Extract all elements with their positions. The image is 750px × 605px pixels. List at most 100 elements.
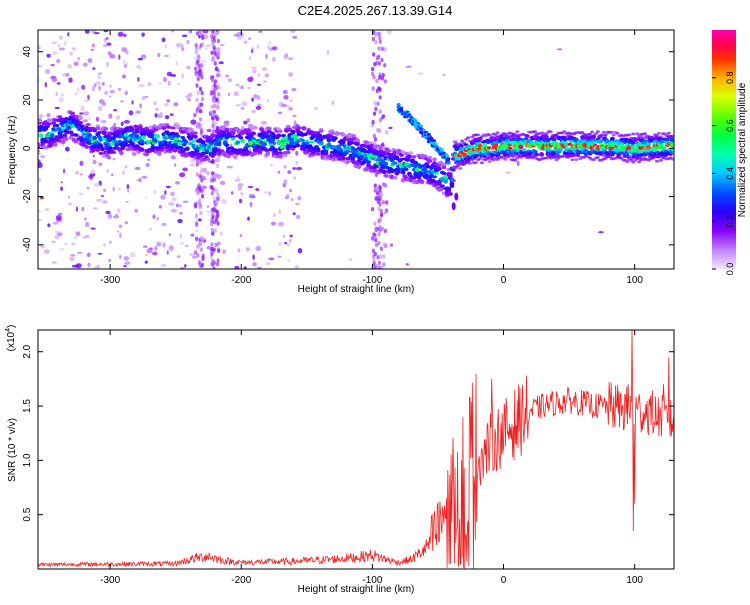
spectrogram-noise-speck <box>51 77 58 83</box>
spectrogram-ridge-cell <box>458 150 464 154</box>
spectrogram-noise-speck <box>85 221 90 228</box>
spectrogram-streak-speck <box>376 101 380 106</box>
spectrogram-noise-speck <box>118 54 121 60</box>
spectrogram-streak-speck <box>382 262 386 267</box>
spectrogram-ridge-cell <box>424 162 430 166</box>
spectrogram-ridge-cell <box>101 130 107 135</box>
spectrogram-band-cell <box>548 130 553 134</box>
spectrogram-noise-speck <box>235 104 241 107</box>
spectrogram-noise-speck <box>288 57 294 60</box>
spectrogram-streak-speck <box>373 221 377 226</box>
spectrogram-noise-speck <box>124 165 128 169</box>
spectrogram-noise-speck <box>189 164 195 167</box>
spectrogram-noise-speck <box>86 186 90 190</box>
spectrogram-noise-speck <box>231 191 234 195</box>
spectrogram-streak-speck <box>194 43 198 48</box>
spectrogram-streak-speck <box>211 120 215 126</box>
spectrogram-x-ticks: -300 -200 -100 0 100 <box>100 30 643 286</box>
spectrogram-ridge-cell <box>204 151 209 155</box>
spectrogram-noise-speck <box>166 71 173 77</box>
snr-panel: -300 -200 -100 0 100 0.5 1.0 1.5 2.0 Height of … <box>5 325 675 595</box>
spectrogram-streak-speck <box>380 212 384 217</box>
spectrogram-noise-speck <box>46 113 51 118</box>
spectrogram-noise-speck <box>38 209 42 213</box>
spectrogram-secondary-cell <box>434 144 439 148</box>
spectrogram-noise-speck <box>283 95 289 100</box>
spectrogram-noise-speck <box>67 32 70 37</box>
spectrogram-noise-speck <box>112 186 115 192</box>
spectrogram-ridge-cell <box>356 164 362 170</box>
spectrogram-ridge-cell <box>57 130 63 136</box>
spectrogram-noise-speck <box>243 120 248 125</box>
spectrogram-noise-speck <box>75 206 78 212</box>
spectrogram-streak-speck <box>209 30 214 33</box>
spectrogram-streak-speck <box>212 34 216 40</box>
spectrogram-noise-speck <box>64 242 68 246</box>
spectrogram-ridge-cell <box>159 146 165 150</box>
spectrogram-noise-speck <box>97 72 103 75</box>
spectrogram-noise-speck <box>141 175 148 179</box>
spectrogram-streak-speck <box>375 264 379 269</box>
spectrogram-ridge-cell <box>380 159 385 164</box>
spectrogram-streak-speck <box>214 79 218 84</box>
spectrogram-noise-speck <box>156 217 159 221</box>
spectrogram-band-cell <box>462 141 467 145</box>
spectrogram-band-cell <box>572 154 577 158</box>
spectrogram-streak-speck <box>378 117 383 123</box>
spectrogram-noise-speck <box>122 74 126 79</box>
spectrogram-noise-speck <box>93 265 99 269</box>
spectrogram-y-tick-label: 40 <box>22 46 33 58</box>
spectrogram-ridge-cell <box>539 152 544 157</box>
spectrogram-streak-speck <box>372 133 376 139</box>
spectrogram-band-cell <box>456 164 461 168</box>
spectrogram-ridge-cell <box>174 132 179 136</box>
spectrogram-noise-speck <box>152 214 156 219</box>
spectrogram-streak-speck <box>372 261 376 266</box>
spectrogram-noise-speck <box>56 82 61 85</box>
spectrogram-band-cell <box>503 157 508 161</box>
spectrogram-streak-speck <box>212 45 216 50</box>
spectrogram-ridge-cell <box>669 137 674 143</box>
spectrogram-noise-speck <box>60 186 64 191</box>
spectrogram-noise-speck <box>239 234 242 237</box>
spectrogram-streak-speck <box>378 185 382 191</box>
spectrogram-noise-speck <box>74 92 78 95</box>
spectrogram-ridge-cell <box>402 165 408 169</box>
spectrogram-streak-speck <box>210 104 214 110</box>
spectrogram-noise-speck <box>251 47 255 51</box>
spectrogram-noise-speck <box>50 240 57 244</box>
spectrogram-noise-speck <box>250 109 257 114</box>
colorbar-ticks: 0.0 0.2 0.4 0.6 0.8 <box>712 72 735 275</box>
spectrogram-band-cell <box>664 134 669 138</box>
spectrogram-streak-speck <box>195 172 199 177</box>
spectrogram-ridge-cell <box>345 156 351 161</box>
spectrogram-streak-speck <box>217 241 221 246</box>
spectrogram-ridge-cell <box>447 174 453 178</box>
spectrogram-noise-speck <box>78 192 84 196</box>
spectrogram-noise-speck <box>79 160 84 166</box>
spectrogram-band-cell <box>515 130 520 134</box>
spectrogram-ridge-cell <box>273 148 278 152</box>
spectrogram-noise-speck <box>123 265 127 268</box>
spectrogram-ridge-cell <box>300 138 305 142</box>
spectrogram-streak-speck <box>372 75 376 80</box>
spectrogram-noise-speck <box>132 152 137 157</box>
spectrogram-noise-speck <box>278 221 284 227</box>
spectrogram-noise-speck <box>190 119 197 125</box>
spectrogram-streak-speck <box>380 192 384 197</box>
spectrogram-band-cell <box>631 132 636 136</box>
spectrogram-noise-speck <box>243 266 247 269</box>
spectrogram-noise-speck <box>249 201 253 208</box>
spectrogram-noise-speck <box>181 73 184 79</box>
spectrogram-streak-speck <box>198 67 202 73</box>
spectrogram-ridge-cell <box>218 137 223 141</box>
spectrogram-band-cell <box>658 159 663 162</box>
spectrogram-streak-speck <box>383 47 387 52</box>
spectrogram-noise-speck <box>442 73 446 77</box>
spectrogram-streak-speck <box>373 183 377 188</box>
spectrogram-noise-speck <box>109 84 112 88</box>
spectrogram-noise-speck <box>283 179 288 185</box>
spectrogram-noise-speck <box>107 51 112 56</box>
spectrogram-band-cell <box>468 139 473 143</box>
